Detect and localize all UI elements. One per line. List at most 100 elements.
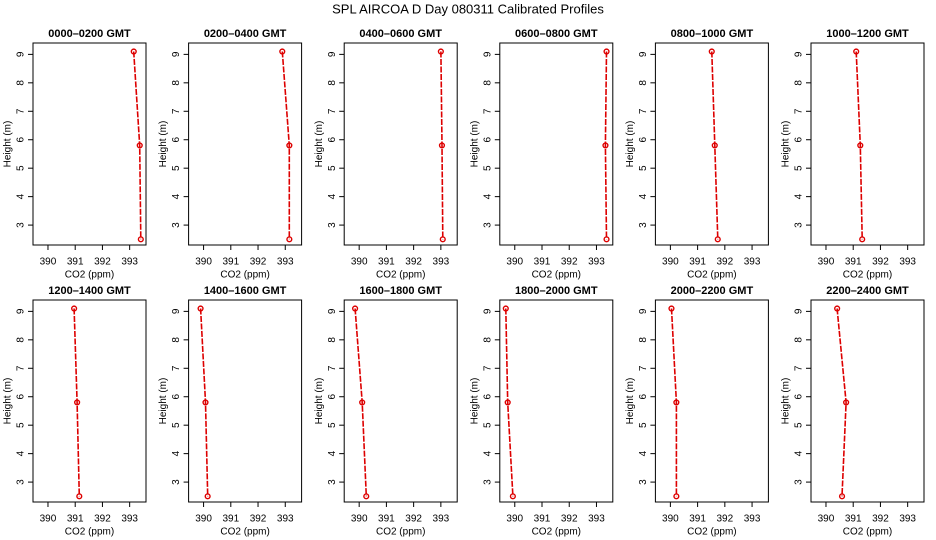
y-tick-label: 5 <box>482 422 493 428</box>
x-tick-label: 392 <box>716 514 733 525</box>
y-tick-label: 7 <box>327 365 338 371</box>
y-tick-label: 7 <box>327 108 338 114</box>
x-axis-label: CO2 (ppm) <box>376 527 425 538</box>
profile-point <box>286 236 293 243</box>
y-tick-label: 9 <box>16 51 27 57</box>
y-tick-label: 8 <box>482 337 493 343</box>
plot-frame <box>810 42 925 246</box>
profile-point <box>673 399 680 406</box>
profile-line <box>281 51 291 240</box>
profile-line <box>505 308 514 497</box>
x-tick-label: 391 <box>689 257 706 268</box>
panel-title: 1200–1400 GMT <box>48 285 131 297</box>
profile-point <box>714 236 721 243</box>
x-axis-label: CO2 (ppm) <box>65 527 114 538</box>
plot-frame <box>654 42 769 246</box>
x-axis-label: CO2 (ppm) <box>65 270 114 281</box>
y-axis-label: Height (m) <box>3 378 14 425</box>
y-axis-label: Height (m) <box>469 121 480 168</box>
plot-frame <box>32 42 147 246</box>
x-tick-label: 392 <box>250 257 267 268</box>
y-tick-label: 3 <box>327 479 338 485</box>
profile-point <box>363 493 370 500</box>
y-tick-label: 4 <box>171 193 182 199</box>
panel-title: 0800–1000 GMT <box>671 28 754 40</box>
y-tick-label: 5 <box>171 165 182 171</box>
x-axis-label: CO2 (ppm) <box>843 527 892 538</box>
y-tick-label: 4 <box>327 193 338 199</box>
y-tick-label: 7 <box>16 365 27 371</box>
profile-point <box>673 493 680 500</box>
panel-title: 1800–2000 GMT <box>515 285 598 297</box>
x-tick-label: 390 <box>351 514 368 525</box>
x-tick-label: 390 <box>818 514 835 525</box>
profile-point <box>668 305 675 312</box>
profile-point <box>711 142 718 149</box>
y-tick-label: 5 <box>638 422 649 428</box>
x-tick-label: 393 <box>121 514 138 525</box>
x-tick-label: 391 <box>689 514 706 525</box>
profile-point <box>843 399 850 406</box>
profile-line <box>440 51 444 240</box>
profile-line <box>836 308 847 497</box>
y-tick-label: 8 <box>16 80 27 86</box>
x-tick-label: 391 <box>67 257 84 268</box>
profile-line <box>604 51 608 240</box>
x-tick-label: 393 <box>121 257 138 268</box>
x-axis-label: CO2 (ppm) <box>687 527 736 538</box>
x-axis-label: CO2 (ppm) <box>532 527 581 538</box>
y-tick-label: 6 <box>482 137 493 143</box>
x-axis-label: CO2 (ppm) <box>687 270 736 281</box>
y-tick-label: 8 <box>638 80 649 86</box>
x-tick-label: 390 <box>506 257 523 268</box>
profile-point <box>853 48 860 55</box>
panel-title: 2200–2400 GMT <box>826 285 909 297</box>
y-tick-label: 8 <box>482 80 493 86</box>
y-tick-label: 4 <box>638 193 649 199</box>
y-axis-label: Height (m) <box>3 121 14 168</box>
x-tick-label: 391 <box>222 514 239 525</box>
profile-line <box>132 51 142 240</box>
y-tick-label: 8 <box>171 80 182 86</box>
y-tick-label: 5 <box>327 165 338 171</box>
y-axis-label: Height (m) <box>314 378 325 425</box>
x-tick-label: 392 <box>872 514 889 525</box>
x-tick-label: 390 <box>195 257 212 268</box>
profile-point <box>603 48 610 55</box>
y-tick-label: 7 <box>16 108 27 114</box>
x-tick-label: 393 <box>899 257 916 268</box>
x-axis-label: CO2 (ppm) <box>843 270 892 281</box>
y-tick-label: 3 <box>638 479 649 485</box>
x-tick-label: 390 <box>662 514 679 525</box>
panel-title: 0400–0600 GMT <box>359 28 442 40</box>
y-tick-label: 5 <box>638 165 649 171</box>
profile-point <box>202 399 209 406</box>
y-tick-label: 8 <box>638 337 649 343</box>
x-tick-label: 393 <box>744 514 761 525</box>
panel-title: 1000–1200 GMT <box>826 28 909 40</box>
x-tick-label: 393 <box>277 514 294 525</box>
y-axis-label: Height (m) <box>469 378 480 425</box>
y-tick-label: 9 <box>794 51 805 57</box>
y-tick-label: 8 <box>16 337 27 343</box>
x-tick-label: 392 <box>561 514 578 525</box>
y-tick-label: 3 <box>482 222 493 228</box>
y-axis-label: Height (m) <box>314 121 325 168</box>
profile-point <box>857 142 864 149</box>
y-tick-label: 4 <box>794 450 805 456</box>
profile-point <box>834 305 841 312</box>
x-tick-label: 391 <box>378 514 395 525</box>
y-tick-label: 4 <box>327 450 338 456</box>
x-tick-label: 390 <box>662 257 679 268</box>
panel-title: 0200–0400 GMT <box>204 28 287 40</box>
x-tick-label: 393 <box>433 257 450 268</box>
plot-frame <box>499 42 614 246</box>
y-tick-label: 6 <box>327 394 338 400</box>
page-title: SPL AIRCOA D Day 080311 Calibrated Profi… <box>332 1 604 16</box>
y-tick-label: 6 <box>638 394 649 400</box>
y-tick-label: 6 <box>327 137 338 143</box>
profile-point <box>204 493 211 500</box>
x-tick-label: 392 <box>872 257 889 268</box>
x-tick-label: 390 <box>40 257 57 268</box>
y-tick-label: 5 <box>171 422 182 428</box>
